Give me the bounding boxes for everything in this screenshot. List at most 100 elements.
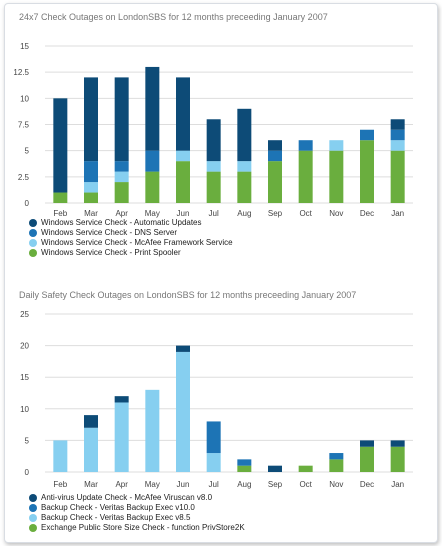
- bar-segment: [176, 345, 190, 352]
- bar-segment: [176, 77, 190, 151]
- x-tick-label: Apr: [115, 480, 128, 489]
- y-tick-label: 7.5: [18, 121, 30, 130]
- bar-segment: [360, 140, 374, 203]
- x-tick-label: Feb: [53, 480, 67, 489]
- legend-label: Anti-virus Update Check - McAfee Virusca…: [41, 493, 213, 502]
- x-tick-label: Jan: [391, 480, 404, 489]
- x-tick-label: Nov: [329, 209, 343, 218]
- bar-segment: [329, 453, 344, 460]
- y-tick-label: 2.5: [18, 173, 30, 182]
- bar-segment: [298, 140, 313, 151]
- bar-segment: [206, 161, 221, 172]
- bar-segment: [84, 182, 98, 193]
- bar-segment: [53, 98, 68, 193]
- x-tick-label: Aug: [237, 480, 251, 489]
- bar-segment: [84, 77, 98, 162]
- x-tick-label: Jul: [209, 209, 219, 218]
- x-tick-label: Oct: [299, 480, 312, 489]
- bar-segment: [114, 182, 129, 203]
- x-tick-label: Apr: [115, 209, 128, 218]
- bar-segment: [360, 129, 374, 141]
- x-tick-label: Jul: [209, 480, 219, 489]
- y-tick-label: 25: [20, 310, 29, 319]
- x-tick-label: May: [145, 480, 160, 489]
- x-tick-label: Jan: [391, 209, 404, 218]
- y-tick-label: 0: [25, 199, 30, 208]
- bar-segment: [329, 140, 344, 151]
- legend-swatch: [29, 494, 37, 502]
- bar-segment: [114, 161, 129, 172]
- bar-segment: [329, 459, 344, 472]
- bar-segment: [237, 161, 252, 172]
- bar-segment: [114, 396, 129, 403]
- bar-segment: [84, 415, 98, 428]
- y-tick-label: 0: [25, 468, 30, 477]
- bar-segment: [360, 446, 374, 472]
- legend-label: Backup Check - Veritas Backup Exec v8.5: [41, 513, 191, 522]
- legend-item: Windows Service Check - McAfee Framework…: [29, 238, 233, 248]
- bar-segment: [390, 119, 405, 130]
- x-tick-label: Aug: [237, 209, 251, 218]
- x-tick-label: Sep: [268, 209, 283, 218]
- x-tick-label: Nov: [329, 480, 343, 489]
- bar-segment: [237, 171, 252, 203]
- bar-segment: [114, 402, 129, 472]
- y-tick-label: 15: [20, 373, 29, 382]
- x-tick-label: Oct: [299, 209, 312, 218]
- legend-item: Exchange Public Store Size Check - funct…: [29, 523, 245, 533]
- x-tick-label: Mar: [84, 209, 98, 218]
- bar-segment: [176, 161, 190, 203]
- legend-item: Windows Service Check - Print Spooler: [29, 248, 233, 258]
- bar-segment: [329, 150, 344, 203]
- bar-segment: [206, 119, 221, 162]
- bar-segment: [268, 465, 282, 472]
- bar-segment: [145, 66, 160, 151]
- legend-swatch: [29, 229, 37, 237]
- bar-segment: [268, 161, 282, 203]
- x-tick-label: Mar: [84, 480, 98, 489]
- bar-segment: [390, 129, 405, 141]
- bar-segment: [268, 140, 282, 151]
- bar-segment: [84, 427, 98, 472]
- y-tick-label: 10: [20, 94, 29, 103]
- bar-segment: [390, 446, 405, 472]
- x-tick-label: Dec: [360, 480, 374, 489]
- bar-segment: [390, 440, 405, 447]
- bar-segment: [268, 150, 282, 162]
- bar-segment: [84, 192, 98, 203]
- x-tick-label: Feb: [53, 209, 67, 218]
- bar-segment: [206, 171, 221, 203]
- legend-label: Exchange Public Store Size Check - funct…: [41, 523, 245, 532]
- bar-segment: [237, 108, 252, 162]
- legend-swatch: [29, 239, 37, 247]
- y-tick-label: 5: [25, 436, 30, 445]
- x-tick-label: Jun: [177, 209, 190, 218]
- bar-segment: [237, 459, 252, 466]
- bar-segment: [298, 465, 313, 472]
- legend-label: Windows Service Check - Print Spooler: [41, 248, 181, 257]
- legend-label: Windows Service Check - DNS Server: [41, 228, 178, 237]
- legend-swatch: [29, 504, 37, 512]
- bar-segment: [145, 150, 160, 172]
- legend-swatch: [29, 249, 37, 257]
- legend-swatch: [29, 514, 37, 522]
- bar-segment: [84, 161, 98, 183]
- report-frame: 24x7 Check Outages on LondonSBS for 12 m…: [4, 3, 438, 543]
- bar-segment: [53, 192, 68, 203]
- y-tick-label: 15: [20, 42, 29, 51]
- legend-item: Anti-virus Update Check - McAfee Virusca…: [29, 493, 245, 503]
- bar-chart-daily-safety: 0 5 10 15 20 25 Feb Mar Apr May Jun Jul Aug Sep Oct Nov…: [20, 310, 413, 489]
- chart-title: Daily Safety Check Outages on LondonSBS …: [19, 290, 357, 300]
- legend-item: Windows Service Check - DNS Server: [29, 228, 233, 238]
- y-tick-label: 10: [20, 405, 29, 414]
- legend-item: Windows Service Check - Automatic Update…: [29, 218, 233, 228]
- bar-segment: [53, 440, 68, 472]
- bar-segment: [145, 389, 160, 472]
- bar-segment: [176, 351, 190, 472]
- legend-label: Windows Service Check - McAfee Framework…: [41, 238, 233, 247]
- bar-segment: [298, 150, 313, 203]
- bar-segment: [176, 150, 190, 162]
- legend-label: Backup Check - Veritas Backup Exec v10.0: [41, 503, 195, 512]
- x-tick-label: Dec: [360, 209, 374, 218]
- chart-panel-24x7: 24x7 Check Outages on LondonSBS for 12 m…: [5, 4, 437, 284]
